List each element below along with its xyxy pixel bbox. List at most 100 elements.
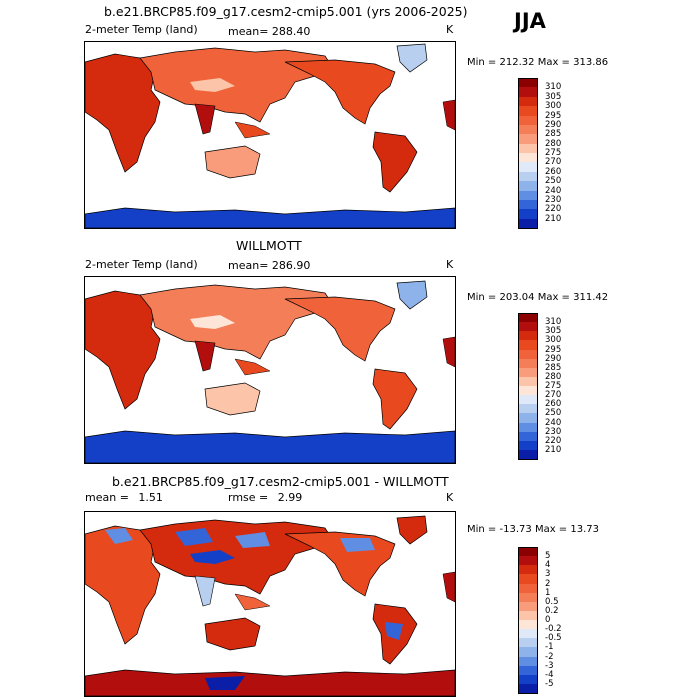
colorbar-label: -0.5: [545, 633, 562, 644]
colorbar-label: 275: [545, 148, 562, 158]
colorbar-label: 305: [545, 326, 562, 337]
colorbar-label: 1: [545, 587, 551, 598]
panel3-india: [194, 575, 216, 607]
panel3-antarctica: [85, 669, 455, 696]
colorbar-label: -5: [545, 678, 554, 689]
colorbar-cell: [518, 367, 538, 378]
panel1-mean: mean= 288.40: [228, 25, 310, 38]
colorbar-cell: [518, 683, 538, 694]
colorbar-label: 280: [545, 138, 562, 149]
panel3-south-america-blue: [385, 622, 403, 640]
colorbar-cell: [518, 87, 538, 98]
panel1-se-asia: [234, 121, 271, 139]
panel1-min-label: Min =: [467, 57, 497, 68]
colorbar-cell: [518, 547, 538, 557]
colorbar-label: 270: [545, 390, 562, 401]
colorbar-cell: [518, 647, 538, 657]
panel2-mean-value: 286.90: [271, 259, 311, 272]
panel1-minmax: Min = 212.32 Max = 313.86: [467, 57, 608, 68]
panel2-africa-europe: [85, 290, 161, 410]
panel3-rmse-label: rmse =: [228, 491, 269, 504]
colorbar-label: 220: [545, 435, 562, 446]
colorbar-label: 285: [545, 129, 562, 140]
colorbar-cell: [518, 556, 538, 566]
colorbar-cell: [518, 78, 538, 88]
colorbar-cell: [518, 181, 538, 191]
panel3-australia: [204, 617, 261, 651]
panel2-india: [194, 340, 216, 372]
colorbar-label: 275: [545, 381, 562, 391]
colorbar-label: -4: [545, 669, 554, 680]
colorbar-cell: [518, 674, 538, 685]
colorbar-label: 0: [545, 615, 551, 625]
panel2-mean-label: mean=: [228, 259, 269, 272]
panel1-max-label: Max =: [537, 57, 570, 68]
panel3-europe-blue: [105, 528, 133, 544]
colorbar-label: 295: [545, 110, 562, 121]
panel3-max-label: Max =: [534, 524, 568, 535]
panel2-north-america: [284, 296, 396, 362]
colorbar-label: 250: [545, 408, 562, 419]
panel2-mean: mean= 286.90: [228, 259, 310, 272]
panel2-east-edge: [442, 336, 455, 368]
colorbar-cell: [518, 665, 538, 676]
colorbar-label: 250: [545, 176, 562, 187]
panel1-east-edge: [442, 99, 455, 131]
panel3-asia: [139, 519, 334, 595]
colorbar-label: -1: [545, 642, 554, 653]
colorbar-label: -0.2: [545, 624, 562, 635]
panel3-tibet: [190, 550, 235, 564]
colorbar-cell: [518, 358, 538, 369]
colorbar-cell: [518, 638, 538, 648]
panel1-mean-value: 288.40: [271, 25, 311, 38]
colorbar-label: -3: [545, 660, 554, 671]
panel1-map: [84, 41, 456, 229]
colorbar-cell: [518, 449, 538, 460]
colorbar-cell: [518, 96, 538, 107]
panel2-map: [84, 276, 456, 464]
colorbar-cell: [518, 313, 538, 323]
panel2-colorbar: 310 305 300 295 290 285 280 275 270 260 250 240 230 2…: [518, 313, 578, 460]
panel3-africa-europe: [85, 525, 161, 645]
panel3-title: b.e21.BRCP85.f09_g17.cesm2-cmip5.001 - W…: [112, 474, 449, 489]
panel3-minmax: Min = -13.73 Max = 13.73: [467, 524, 599, 535]
colorbar-label: 260: [545, 166, 562, 177]
colorbar-label: 210: [545, 444, 562, 455]
colorbar-cell: [518, 340, 538, 350]
panel2-asia: [139, 284, 334, 360]
panel3-max-value: 13.73: [570, 524, 599, 535]
panel1-min-value: 212.32: [499, 57, 535, 68]
colorbar-label: 300: [545, 101, 562, 112]
panel3-rmse: rmse = 2.99: [228, 491, 302, 504]
panel2-min-label: Min =: [467, 292, 497, 303]
colorbar-label: 230: [545, 426, 562, 437]
panel2-max-value: 311.42: [573, 292, 609, 303]
colorbar-cell: [518, 376, 538, 387]
colorbar-cell: [518, 218, 538, 229]
panel3-north-america: [284, 531, 396, 597]
colorbar-cell: [518, 171, 538, 182]
panel2-variable-label: 2-meter Temp (land): [85, 258, 198, 271]
panel1-australia: [204, 145, 261, 179]
colorbar-cell: [518, 386, 538, 396]
colorbar-label: 240: [545, 417, 562, 428]
colorbar-label: -2: [545, 651, 554, 662]
panel3-map: [84, 511, 456, 697]
colorbar-label: 3: [545, 569, 551, 580]
colorbar-label: 4: [545, 560, 551, 571]
colorbar-label: 300: [545, 335, 562, 346]
panel1-greenland: [396, 43, 428, 73]
panel1-title: b.e21.BRCP85.f09_g17.cesm2-cmip5.001 (yr…: [104, 4, 468, 19]
panel3-units: K: [446, 491, 454, 504]
panel3-east-edge: [442, 571, 455, 603]
panel1-south-america: [372, 131, 418, 193]
panel2-min-value: 203.04: [499, 292, 535, 303]
colorbar-cell: [518, 601, 538, 612]
panel2-max-label: Max =: [537, 292, 570, 303]
colorbar-cell: [518, 440, 538, 451]
panel1-africa-europe: [85, 53, 161, 173]
colorbar-label: 310: [545, 82, 562, 93]
colorbar-label: 5: [545, 551, 551, 562]
colorbar-cell: [518, 629, 538, 639]
panel2-south-america: [372, 368, 418, 430]
